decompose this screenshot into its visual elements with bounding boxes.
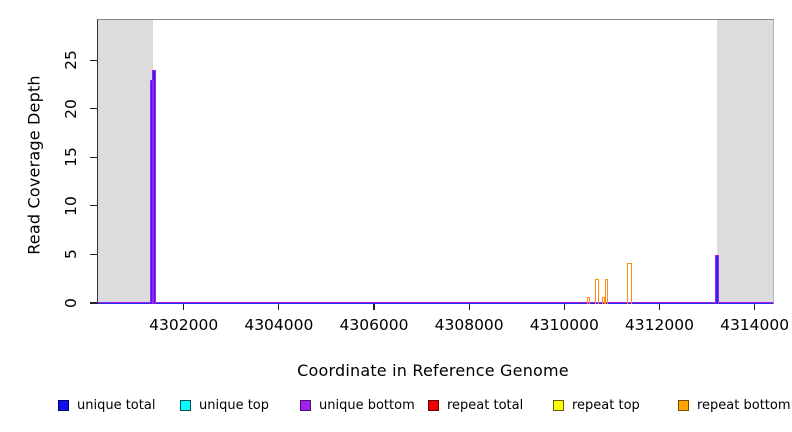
- coverage-peak: [627, 262, 633, 304]
- coverage-peak: [602, 296, 605, 304]
- coverage-peak: [586, 296, 591, 304]
- x-axis-title: Coordinate in Reference Genome: [297, 361, 569, 380]
- legend-swatch-unique-bottom: [300, 400, 311, 411]
- legend-item: unique total: [58, 398, 155, 413]
- coverage-peak: [151, 70, 157, 304]
- coverage-baseline-purple: [98, 301, 773, 304]
- masked-region: [716, 20, 773, 304]
- legend-label: unique total: [77, 398, 156, 413]
- legend-swatch-repeat-total: [428, 400, 439, 411]
- coverage-peak: [604, 279, 609, 304]
- coverage-peak: [715, 254, 720, 304]
- legend-label: repeat bottom: [697, 398, 791, 413]
- legend-item: repeat top: [553, 398, 640, 413]
- legend-swatch-repeat-top: [553, 400, 564, 411]
- masked-region: [98, 20, 154, 304]
- coverage-baseline-blue: [98, 303, 773, 305]
- plot-area: [97, 19, 774, 305]
- legend-label: repeat top: [572, 398, 640, 413]
- legend-swatch-repeat-bottom: [678, 400, 689, 411]
- legend-label: unique bottom: [319, 398, 415, 413]
- coverage-peak: [594, 279, 599, 304]
- legend-item: unique top: [180, 398, 269, 413]
- legend-swatch-unique-total: [58, 400, 69, 411]
- legend-item: repeat total: [428, 398, 523, 413]
- legend-label: unique top: [199, 398, 270, 413]
- legend-label: repeat total: [447, 398, 524, 413]
- legend-item: repeat bottom: [678, 398, 791, 413]
- legend-swatch-unique-top: [180, 400, 191, 411]
- legend-item: unique bottom: [300, 398, 415, 413]
